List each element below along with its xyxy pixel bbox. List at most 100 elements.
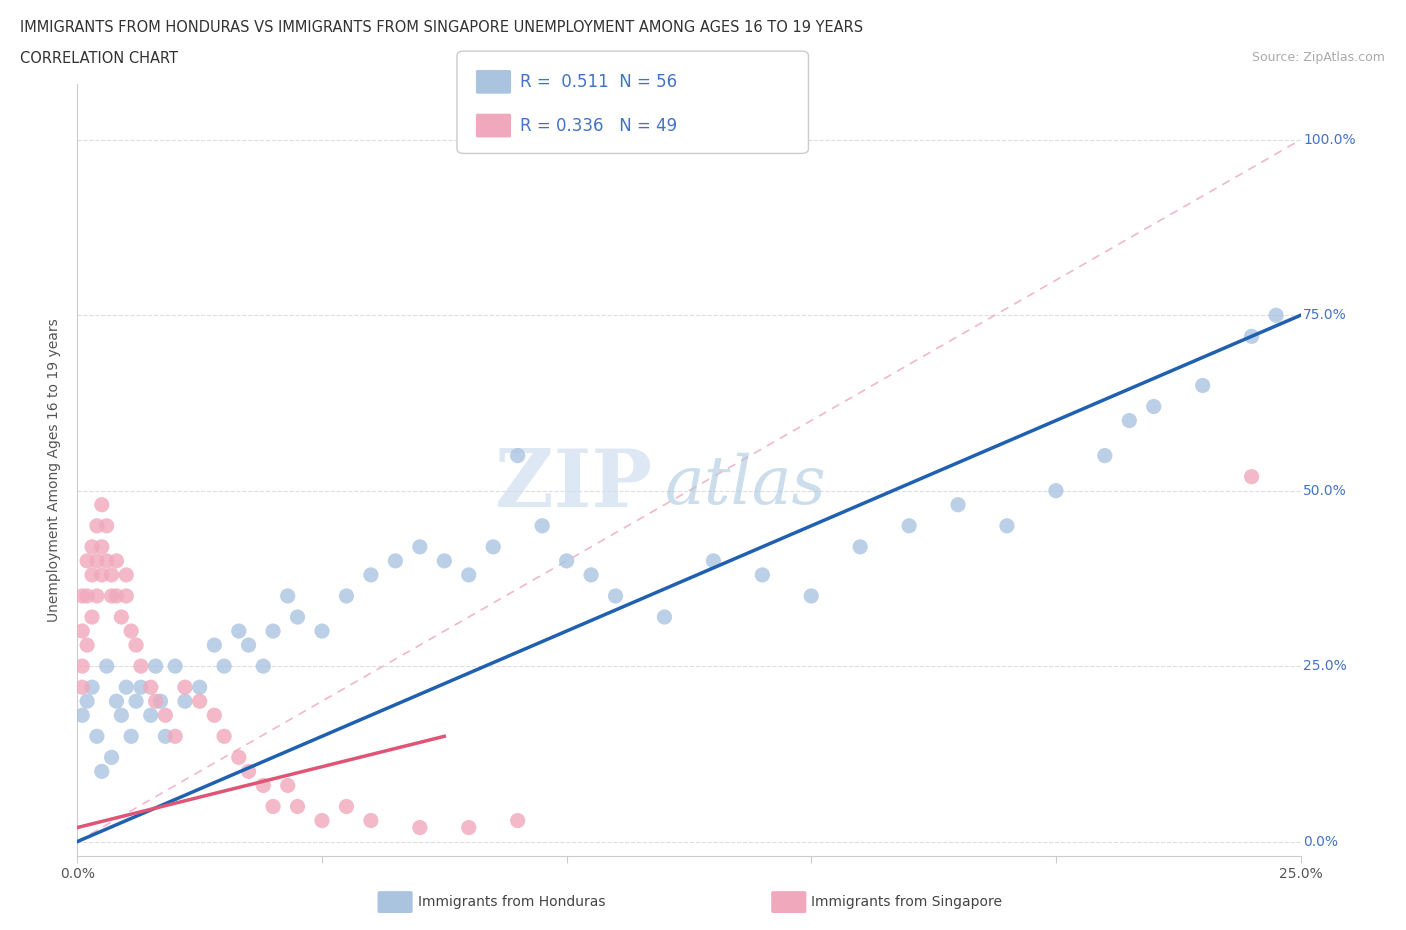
Point — [90, 567, 112, 582]
Point — [1265, 308, 1288, 323]
Point — [96, 658, 118, 673]
Point — [1240, 470, 1263, 485]
Point — [86, 553, 108, 568]
Point — [311, 624, 333, 639]
Text: CORRELATION CHART: CORRELATION CHART — [20, 51, 177, 66]
Point — [165, 658, 187, 673]
Point — [120, 624, 142, 639]
Point — [457, 567, 479, 582]
Text: 0.0%: 0.0% — [1303, 834, 1339, 848]
Y-axis label: Unemployment Among Ages 16 to 19 years: Unemployment Among Ages 16 to 19 years — [48, 318, 62, 621]
Point — [228, 624, 250, 639]
Point — [100, 750, 122, 764]
Text: R =  0.511  N = 56: R = 0.511 N = 56 — [520, 73, 678, 91]
Point — [70, 658, 93, 673]
Point — [105, 589, 128, 604]
Point — [70, 624, 93, 639]
Point — [579, 567, 602, 582]
Point — [409, 820, 432, 835]
Point — [100, 567, 122, 582]
Point — [115, 567, 138, 582]
Point — [555, 553, 578, 568]
Text: Source: ZipAtlas.com: Source: ZipAtlas.com — [1251, 51, 1385, 64]
Point — [1191, 378, 1213, 392]
Point — [90, 764, 112, 778]
Point — [155, 729, 177, 744]
Point — [76, 694, 98, 709]
Point — [80, 539, 103, 554]
Point — [120, 729, 142, 744]
Point — [149, 694, 172, 709]
Point — [1240, 329, 1263, 344]
Text: Immigrants from Singapore: Immigrants from Singapore — [811, 895, 1002, 910]
Point — [277, 589, 299, 604]
Point — [360, 567, 382, 582]
Text: atlas: atlas — [665, 453, 827, 518]
Point — [70, 708, 93, 723]
Point — [80, 609, 103, 624]
Point — [76, 553, 98, 568]
Point — [76, 589, 98, 604]
Point — [212, 658, 235, 673]
Point — [90, 539, 112, 554]
Point — [506, 813, 529, 828]
Point — [433, 553, 456, 568]
Point — [1094, 448, 1116, 463]
Point — [129, 680, 152, 695]
Point — [946, 498, 969, 512]
Point — [335, 589, 357, 604]
Text: IMMIGRANTS FROM HONDURAS VS IMMIGRANTS FROM SINGAPORE UNEMPLOYMENT AMONG AGES 16: IMMIGRANTS FROM HONDURAS VS IMMIGRANTS F… — [20, 20, 863, 35]
Point — [145, 658, 167, 673]
Point — [76, 638, 98, 653]
Text: 75.0%: 75.0% — [1303, 308, 1347, 323]
Point — [277, 778, 299, 793]
Point — [115, 589, 138, 604]
Point — [145, 694, 167, 709]
Point — [70, 680, 93, 695]
Point — [1045, 484, 1067, 498]
Point — [252, 658, 274, 673]
Point — [335, 799, 357, 814]
Point — [262, 624, 284, 639]
Point — [110, 609, 132, 624]
Point — [311, 813, 333, 828]
Point — [238, 764, 260, 778]
Point — [1143, 399, 1166, 414]
Point — [165, 729, 187, 744]
Point — [139, 680, 162, 695]
Point — [188, 680, 211, 695]
Text: 100.0%: 100.0% — [1303, 133, 1355, 147]
Point — [100, 589, 122, 604]
Point — [482, 539, 505, 554]
Point — [110, 708, 132, 723]
Text: R = 0.336   N = 49: R = 0.336 N = 49 — [520, 116, 678, 135]
Point — [995, 518, 1018, 533]
Point — [96, 518, 118, 533]
Point — [605, 589, 627, 604]
Point — [86, 589, 108, 604]
Point — [228, 750, 250, 764]
Point — [252, 778, 274, 793]
Point — [202, 708, 225, 723]
Point — [287, 799, 309, 814]
Point — [174, 680, 197, 695]
Point — [129, 658, 152, 673]
Point — [384, 553, 406, 568]
Point — [212, 729, 235, 744]
Point — [155, 708, 177, 723]
Point — [125, 694, 148, 709]
Point — [174, 694, 197, 709]
Text: 50.0%: 50.0% — [1303, 484, 1347, 498]
Point — [287, 609, 309, 624]
Point — [80, 680, 103, 695]
Point — [360, 813, 382, 828]
Point — [90, 498, 112, 512]
Point — [409, 539, 432, 554]
Text: 25.0%: 25.0% — [1303, 659, 1347, 673]
Point — [238, 638, 260, 653]
Point — [115, 680, 138, 695]
Point — [506, 448, 529, 463]
Point — [849, 539, 872, 554]
Point — [202, 638, 225, 653]
Point — [898, 518, 921, 533]
